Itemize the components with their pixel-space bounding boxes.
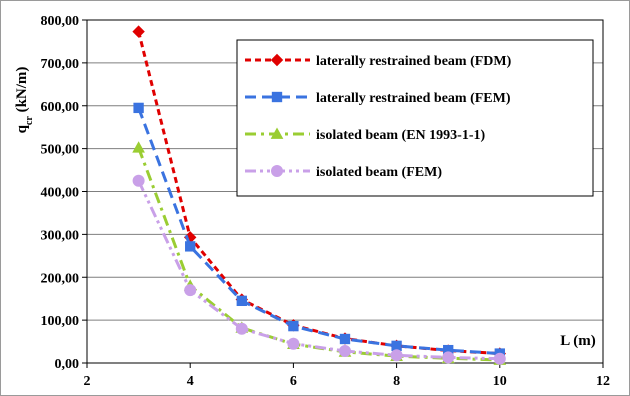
data-point <box>288 320 299 332</box>
y-tick-label: 400,00 <box>41 186 80 201</box>
data-point <box>339 344 351 357</box>
data-point <box>132 25 145 38</box>
y-tick-label: 800,00 <box>41 14 80 29</box>
data-point <box>442 351 455 364</box>
legend-label: isolated beam (EN 1993-1-1) <box>316 128 485 143</box>
y-tick-label: 0,00 <box>55 357 80 372</box>
legend-marker <box>271 165 283 177</box>
data-point <box>132 141 145 153</box>
legend-item-4: isolated beam (FEM) <box>245 165 442 180</box>
y-tick-label: 600,00 <box>41 100 80 115</box>
x-axis-label: L (m) <box>560 333 595 349</box>
y-axis: 0,00 100,00 200,00 300,00 400,00 500,00 600,00… <box>41 14 87 372</box>
y-axis-title-main: q <box>14 124 30 133</box>
x-axis: 2 4 6 8 10 12 <box>84 363 610 389</box>
data-point <box>391 340 402 352</box>
data-point <box>235 322 248 335</box>
x-tick-label: 4 <box>187 374 194 389</box>
series-4 <box>132 174 506 365</box>
legend-marker <box>270 53 284 67</box>
data-point <box>132 174 145 187</box>
x-tick-label: 2 <box>84 374 91 389</box>
y-axis-title-unit: (kN/m) <box>14 67 30 117</box>
y-tick-label: 200,00 <box>41 271 80 286</box>
data-point <box>339 333 351 345</box>
data-point <box>236 295 247 307</box>
legend-item-3: isolated beam (EN 1993-1-1) <box>245 127 485 143</box>
y-tick-label: 300,00 <box>41 228 80 243</box>
series-line <box>137 180 500 361</box>
x-tick-label: 12 <box>596 374 610 389</box>
data-point <box>184 284 197 297</box>
y-axis-title-subscript: cr <box>24 116 35 125</box>
series-line <box>137 107 500 356</box>
legend-label: laterally restrained beam (FEM) <box>316 91 511 106</box>
series-layer <box>132 25 507 365</box>
legend-label: isolated beam (FEM) <box>316 165 442 180</box>
data-point <box>133 102 144 114</box>
y-tick-label: 700,00 <box>41 57 80 72</box>
data-point <box>493 352 506 365</box>
legend-label: laterally restrained beam (FDM) <box>316 54 512 69</box>
data-point <box>390 349 403 362</box>
x-tick-label: 10 <box>493 374 507 389</box>
legend-marker <box>270 127 284 139</box>
legend: laterally restrained beam (FDM) laterally… <box>236 39 594 197</box>
legend-item-1: laterally restrained beam (FDM) <box>245 53 512 69</box>
legend-item-2: laterally restrained beam (FEM) <box>245 91 511 106</box>
y-tick-label: 500,00 <box>41 143 80 158</box>
x-tick-label: 6 <box>290 374 297 389</box>
data-point <box>185 241 196 252</box>
legend-marker <box>271 91 283 103</box>
data-point <box>287 337 300 350</box>
series-line <box>137 31 500 356</box>
y-axis-title: qcr (kN/m) <box>14 67 35 134</box>
y-tick-label: 100,00 <box>41 314 80 329</box>
x-tick-label: 8 <box>393 374 400 389</box>
y-axis-label: qcr (kN/m) <box>14 67 35 134</box>
